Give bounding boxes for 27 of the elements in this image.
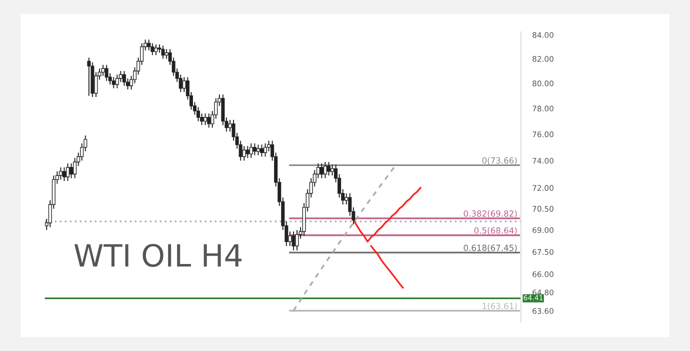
candlestick — [147, 39, 151, 51]
series-label: 0.5(68.64) — [474, 227, 517, 235]
line-series — [352, 186, 422, 242]
candlestick — [295, 230, 299, 251]
candlestick — [87, 57, 91, 96]
candlestick — [115, 74, 119, 89]
line-series — [370, 245, 404, 289]
candlestick — [118, 70, 122, 83]
candlestick — [252, 142, 256, 156]
series-label: 1(63.61) — [482, 302, 517, 310]
candlestick — [164, 48, 168, 60]
annotation: WTI OIL H4 — [74, 244, 242, 267]
candlestick — [256, 144, 260, 156]
candlestick — [200, 113, 204, 126]
series-label: 0(73.66) — [482, 157, 517, 165]
candlestick — [161, 45, 165, 60]
candlestick — [207, 113, 211, 128]
candlestick — [204, 113, 208, 126]
candlestick — [182, 76, 186, 92]
candlestick — [178, 74, 182, 92]
candlestick — [112, 76, 116, 89]
candlestick — [292, 230, 296, 251]
candlestick — [232, 119, 236, 142]
candlestick — [221, 94, 225, 126]
candlestick — [122, 70, 126, 86]
series-label: 0.382(69.82) — [464, 210, 517, 218]
series-label: 0.618(67.45) — [464, 244, 517, 252]
